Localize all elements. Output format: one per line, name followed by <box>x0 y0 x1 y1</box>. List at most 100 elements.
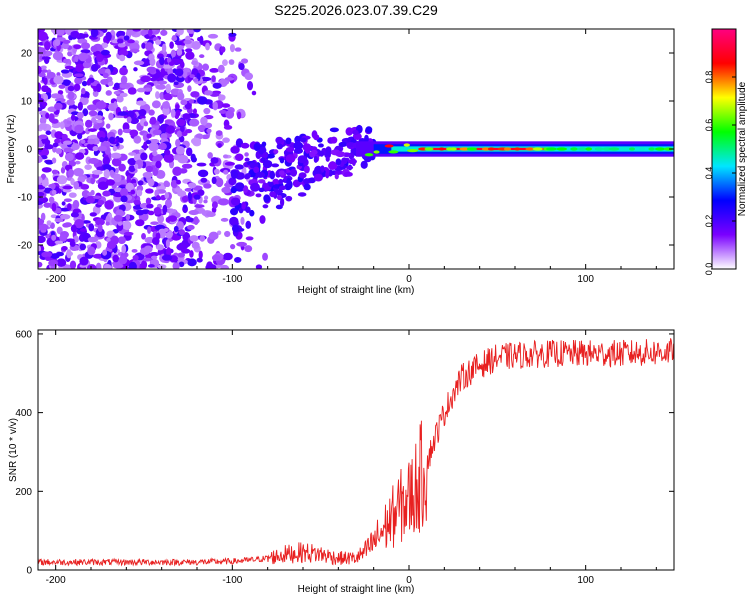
noise-blob <box>172 166 182 176</box>
arrival-blob <box>263 194 271 203</box>
noise-blob <box>38 134 48 140</box>
noise-blob <box>70 30 79 38</box>
carrier-knot <box>654 147 665 151</box>
noise-blob <box>189 74 195 79</box>
noise-blob <box>129 117 140 125</box>
noise-blob <box>97 145 108 152</box>
snr-x-tick-label: 100 <box>577 575 594 586</box>
noise-blob <box>57 90 64 95</box>
noise-blob <box>185 128 193 134</box>
noise-blob <box>117 43 126 48</box>
noise-blob <box>164 119 174 124</box>
arrival-blob <box>325 156 330 162</box>
arrival-blob <box>297 192 307 197</box>
arrival-blob <box>275 136 284 144</box>
noise-blob <box>41 167 52 173</box>
noise-blob <box>167 73 177 83</box>
noise-blob <box>224 230 231 238</box>
noise-blob <box>106 241 117 250</box>
noise-blob <box>45 130 52 136</box>
noise-blob <box>113 215 123 222</box>
noise-blob <box>159 56 165 66</box>
noise-blob <box>185 217 195 223</box>
noise-blob <box>170 49 177 58</box>
spectrogram-x-tick-label: -200 <box>46 274 66 285</box>
noise-blob <box>45 112 50 119</box>
noise-blob <box>133 60 145 66</box>
noise-blob <box>145 165 154 173</box>
arrival-blob <box>262 204 269 209</box>
noise-blob <box>95 227 105 238</box>
noise-blob <box>175 146 185 155</box>
noise-blob <box>61 201 66 206</box>
noise-blob <box>204 122 213 129</box>
noise-blob <box>168 209 178 213</box>
noise-blob <box>45 160 54 165</box>
arrival-blob <box>245 206 251 213</box>
noise-blob <box>165 83 172 94</box>
arrival-blob <box>303 178 311 185</box>
noise-blob <box>62 188 72 193</box>
noise-blob <box>86 79 91 86</box>
arrival-blob <box>320 165 325 173</box>
noise-blob <box>142 171 153 178</box>
noise-blob <box>203 107 211 115</box>
noise-blob <box>142 257 153 262</box>
noise-blob <box>182 204 188 209</box>
snr-x-label: Height of straight line (km) <box>298 584 415 595</box>
arrival-blob <box>325 170 330 179</box>
noise-blob <box>129 129 139 137</box>
noise-blob <box>93 124 100 130</box>
noise-blob <box>131 248 138 253</box>
noise-blob <box>151 255 158 260</box>
noise-blob <box>222 137 230 143</box>
noise-blob <box>190 91 200 98</box>
noise-blob <box>135 100 147 106</box>
noise-blob <box>81 190 90 198</box>
noise-blob <box>146 133 152 139</box>
noise-blob <box>62 39 71 44</box>
noise-blob <box>185 147 193 157</box>
noise-blob <box>155 39 162 45</box>
noise-blob <box>87 236 99 243</box>
noise-blob <box>211 201 218 209</box>
noise-blob <box>102 190 111 197</box>
noise-blob <box>54 38 61 47</box>
arrival-blob <box>345 165 354 170</box>
noise-blob <box>169 41 174 49</box>
noise-blob <box>221 103 231 108</box>
carrier-knot <box>388 150 399 154</box>
noise-blob <box>105 221 110 226</box>
spectrogram-y-tick-label: -20 <box>18 241 33 252</box>
noise-blob <box>96 199 105 206</box>
noise-blob <box>220 217 229 222</box>
arrival-blob <box>290 168 298 177</box>
noise-blob <box>146 66 157 73</box>
noise-blob <box>111 157 122 167</box>
noise-blob <box>76 111 84 119</box>
carrier-knot <box>459 147 470 151</box>
noise-blob <box>161 43 167 53</box>
colorbar-tick-label: 0.0 <box>704 263 714 276</box>
noise-blob <box>147 210 155 216</box>
noise-blob <box>211 254 221 262</box>
noise-blob <box>218 198 229 206</box>
noise-blob <box>60 69 70 74</box>
noise-blob <box>154 154 164 161</box>
noise-blob <box>74 55 79 63</box>
noise-blob <box>79 228 87 232</box>
noise-blob <box>200 116 208 126</box>
arrival-blob <box>317 143 324 148</box>
noise-blob <box>97 181 109 190</box>
noise-blob <box>196 162 207 167</box>
noise-blob <box>77 101 83 111</box>
noise-blob <box>54 138 61 144</box>
noise-blob <box>207 33 219 39</box>
noise-blob <box>53 75 64 85</box>
noise-blob <box>39 29 46 32</box>
carrier-knot <box>503 147 512 151</box>
noise-blob <box>168 215 178 222</box>
noise-blob <box>105 31 112 42</box>
noise-blob <box>95 101 107 110</box>
noise-blob <box>126 116 132 124</box>
